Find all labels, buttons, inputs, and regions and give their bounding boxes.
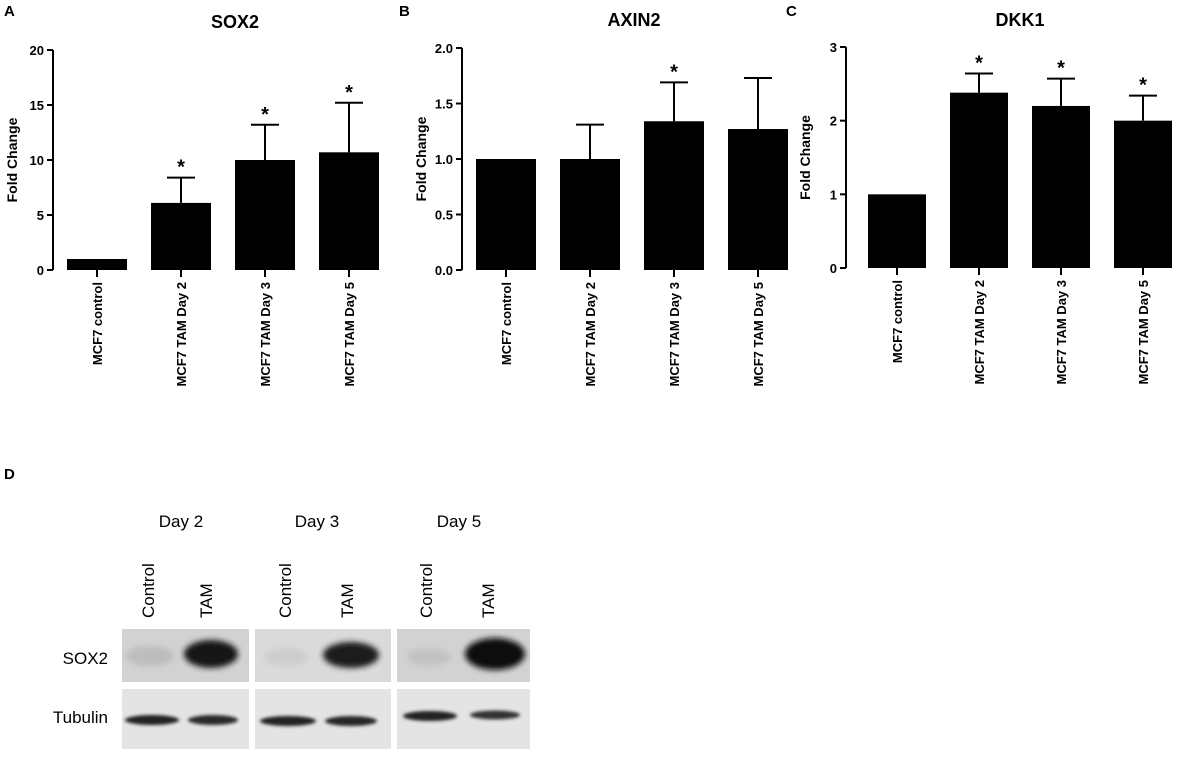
bar [868,194,926,268]
x-tick-label: MCF7 TAM Day 3 [667,282,682,387]
y-tick-label: 1 [830,187,837,202]
chart-panel-c: C DKK1 Fold Change 0 1 2 3 MCF7 control * MCF7 TA… [786,3,1172,385]
bar [1032,105,1090,268]
y-tick-label: 20 [30,43,44,58]
bar [67,259,127,270]
x-tick-label: MCF7 control [90,282,105,365]
chart-panel-b: B AXIN2 Fold Change 0.0 0.5 1.0 1.5 2.0 MCF7 con… [399,3,788,387]
bar [235,160,295,270]
western-blot-panel: D Day 2 Day 3 Day 5 Control TAM Control … [4,466,530,749]
bar [560,159,620,270]
bar [1114,120,1172,269]
x-tick-label: MCF7 TAM Day 5 [1136,280,1151,385]
sox2-blot-day-2 [122,629,249,682]
tubulin-blot-day-5 [397,689,530,749]
significance-marker: * [1057,58,1065,80]
y-tick-label: 0 [37,263,44,278]
y-tick-label: 0.0 [435,263,453,278]
bar [151,202,211,270]
sox2-blot-day-3 [255,629,391,682]
significance-marker: * [1139,75,1147,97]
y-axis-label: Fold Change [413,116,429,201]
x-tick-label: MCF7 TAM Day 2 [174,282,189,387]
y-tick-label: 1.5 [435,97,453,112]
chart-title: SOX2 [211,12,259,32]
blot-lane-label: Control [417,563,436,618]
panel-letter: B [399,3,410,20]
blot-lane-label: TAM [338,583,357,618]
bar [644,121,704,270]
significance-marker: * [261,104,269,126]
panel-letter: C [786,3,797,20]
significance-marker: * [177,157,185,179]
y-tick-label: 2 [830,114,837,129]
chart-panel-a: A SOX2 Fold Change 0 5 10 15 20 MCF7 control * MCF… [4,3,379,387]
bar [476,159,536,270]
panel-letter-d: D [4,466,15,483]
x-tick-label: MCF7 TAM Day 3 [1054,280,1069,385]
y-axis-label: Fold Change [4,117,20,202]
x-tick-label: MCF7 control [499,282,514,365]
chart-title: DKK1 [995,10,1044,30]
blot-day-label: Day 2 [159,512,203,531]
panel-letter: A [4,3,15,20]
y-tick-label: 0 [830,261,837,276]
x-tick-label: MCF7 TAM Day 2 [583,282,598,387]
y-tick-label: 3 [830,40,837,55]
blot-lane-label: TAM [479,583,498,618]
x-tick-label: MCF7 TAM Day 5 [342,282,357,387]
y-tick-label: 10 [30,153,44,168]
sox2-blot-day-5 [397,629,530,682]
y-tick-label: 5 [37,208,44,223]
significance-marker: * [975,53,983,75]
y-tick-label: 0.5 [435,208,453,223]
x-tick-label: MCF7 TAM Day 2 [972,280,987,385]
blot-day-label: Day 5 [437,512,481,531]
blot-lane-label: Control [139,563,158,618]
x-tick-label: MCF7 control [890,280,905,363]
blot-lane-label: Control [276,563,295,618]
bar [950,92,1008,268]
y-axis-label: Fold Change [797,115,813,200]
y-tick-label: 2.0 [435,41,453,56]
blot-row-label-sox2: SOX2 [63,649,108,668]
y-tick-label: 1.0 [435,152,453,167]
x-tick-label: MCF7 TAM Day 3 [258,282,273,387]
blot-lane-label: TAM [197,583,216,618]
y-tick-label: 15 [30,98,44,113]
tubulin-blot-day-2 [122,689,249,749]
bar [319,152,379,270]
significance-marker: * [345,82,353,104]
chart-title: AXIN2 [607,10,660,30]
bar [728,129,788,270]
x-tick-label: MCF7 TAM Day 5 [751,282,766,387]
significance-marker: * [670,61,678,83]
blot-day-label: Day 3 [295,512,339,531]
tubulin-blot-day-3 [255,689,391,749]
blot-row-label-tubulin: Tubulin [53,708,108,727]
